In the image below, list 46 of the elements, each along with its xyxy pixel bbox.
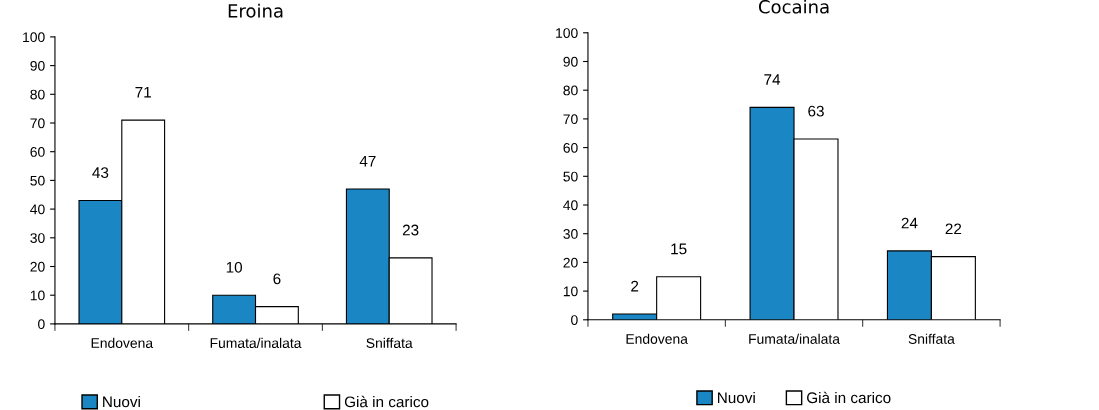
data-label: 63 bbox=[808, 105, 824, 117]
y-tick-label: 20 bbox=[563, 257, 578, 268]
data-label: 47 bbox=[359, 155, 376, 167]
data-label: 10 bbox=[226, 261, 243, 273]
y-tick-label: 90 bbox=[563, 56, 578, 67]
y-tick-label: 20 bbox=[30, 261, 45, 272]
y-tick-label: 70 bbox=[563, 114, 578, 125]
x-tick-label: Endovena bbox=[91, 337, 154, 348]
x-tick-label: Endovena bbox=[626, 333, 688, 344]
y-tick-label: 30 bbox=[563, 229, 578, 239]
y-tick-label: 60 bbox=[30, 147, 45, 157]
x-tick-label: Fumata/inalata bbox=[210, 337, 302, 348]
chart-title: Eroina bbox=[228, 3, 283, 18]
data-label: 23 bbox=[402, 224, 419, 236]
x-tick-label: Fumata/inalata bbox=[749, 333, 840, 344]
y-tick-label: 60 bbox=[563, 142, 578, 153]
legend-label: Già in carico bbox=[807, 391, 891, 404]
y-tick-label: 40 bbox=[30, 204, 45, 215]
data-label: 2 bbox=[631, 280, 639, 292]
y-tick-label: 70 bbox=[30, 118, 45, 129]
y-tick-label: 100 bbox=[23, 32, 45, 43]
data-label: 6 bbox=[273, 273, 281, 285]
y-tick-label: 30 bbox=[30, 233, 45, 243]
y-tick-label: 80 bbox=[563, 85, 578, 96]
legend-label: Nuovi bbox=[718, 391, 755, 404]
data-label: 24 bbox=[901, 217, 918, 229]
y-tick-label: 10 bbox=[30, 290, 45, 301]
y-tick-label: 0 bbox=[571, 315, 578, 325]
data-label: 15 bbox=[671, 243, 687, 255]
y-tick-label: 50 bbox=[563, 171, 578, 182]
y-tick-label: 50 bbox=[30, 175, 45, 186]
data-label: 74 bbox=[764, 74, 781, 85]
y-tick-label: 0 bbox=[38, 319, 45, 330]
x-tick-label: Sniffata bbox=[366, 337, 413, 348]
y-tick-label: 80 bbox=[30, 89, 45, 100]
y-tick-label: 40 bbox=[563, 200, 578, 211]
data-label: 22 bbox=[945, 223, 962, 235]
data-label: 71 bbox=[135, 87, 151, 98]
y-tick-label: 100 bbox=[556, 28, 578, 38]
data-label: 43 bbox=[92, 167, 109, 179]
y-tick-label: 90 bbox=[30, 60, 45, 71]
legend-label: Già in carico bbox=[344, 395, 429, 408]
chart-title: Cocaina bbox=[758, 0, 829, 14]
y-tick-label: 10 bbox=[563, 286, 578, 297]
x-tick-label: Sniffata bbox=[908, 333, 955, 344]
legend-label: Nuovi bbox=[103, 396, 140, 408]
